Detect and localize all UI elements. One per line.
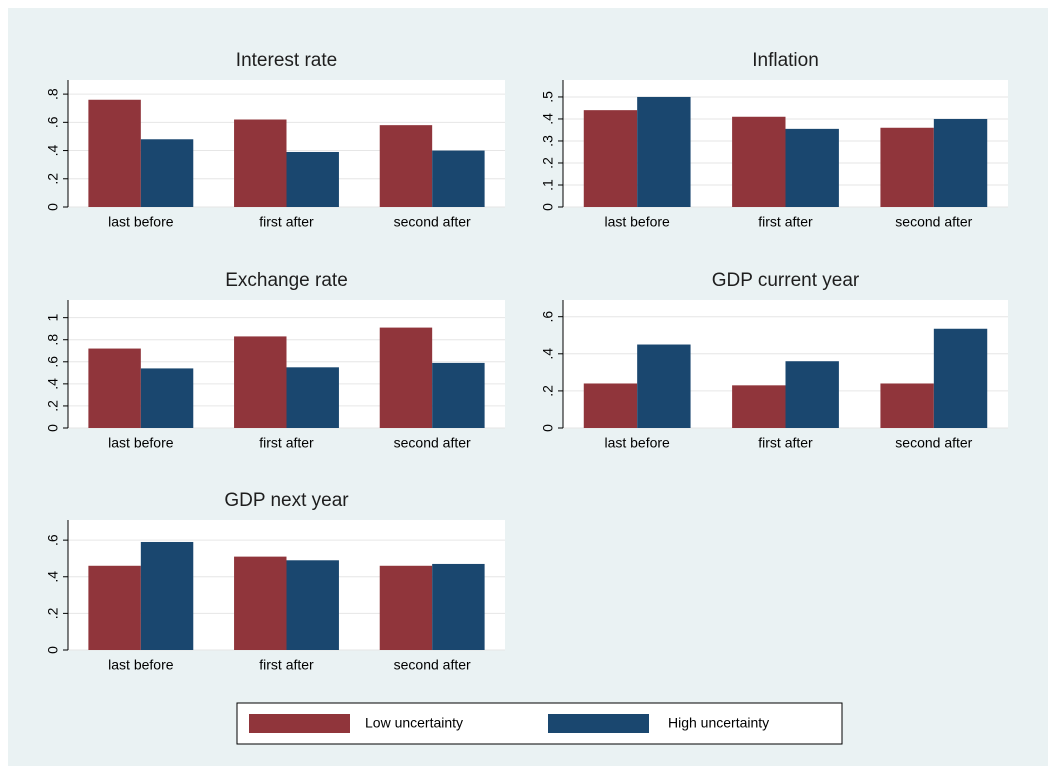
bar — [88, 565, 141, 650]
chart-title: Exchange rate — [225, 270, 348, 291]
x-tick-label: first after — [758, 435, 813, 451]
bar — [286, 560, 339, 650]
chart-title: GDP current year — [712, 270, 860, 291]
bar — [432, 563, 485, 650]
y-tick-label: .4 — [45, 571, 61, 583]
bar — [379, 327, 433, 428]
y-tick-label: .2 — [540, 385, 556, 397]
chart-title: Inflation — [752, 50, 819, 71]
bar — [637, 344, 691, 428]
bar — [880, 127, 934, 207]
bar — [286, 151, 339, 207]
x-tick-label: first after — [758, 214, 813, 230]
bar — [432, 150, 485, 207]
bar — [88, 99, 141, 207]
x-tick-label: last before — [604, 214, 670, 230]
y-tick-label: 0 — [540, 203, 556, 211]
x-tick-label: last before — [108, 214, 174, 230]
bar — [880, 383, 934, 428]
x-tick-label: second after — [895, 214, 972, 230]
y-tick-label: .6 — [45, 534, 61, 546]
bar — [933, 328, 988, 428]
y-tick-label: .4 — [540, 348, 556, 360]
x-tick-label: last before — [108, 435, 174, 451]
y-tick-label: .2 — [45, 400, 61, 412]
bar — [379, 565, 433, 650]
y-tick-label: 0 — [45, 424, 61, 432]
legend-label: High uncertainty — [668, 715, 769, 731]
x-tick-label: last before — [108, 657, 174, 673]
y-tick-label: .3 — [540, 135, 556, 147]
y-tick-label: 0 — [540, 424, 556, 432]
y-tick-label: 1 — [45, 314, 61, 322]
y-tick-label: .2 — [45, 173, 61, 185]
y-tick-label: .4 — [45, 378, 61, 390]
legend-swatch — [548, 714, 649, 733]
x-tick-label: first after — [259, 435, 314, 451]
y-tick-label: 0 — [45, 203, 61, 211]
y-tick-label: 0 — [45, 646, 61, 654]
y-tick-label: .6 — [45, 356, 61, 368]
legend-label: Low uncertainty — [365, 715, 463, 731]
bar — [286, 367, 339, 428]
bar — [583, 383, 638, 428]
bar — [234, 119, 287, 207]
bar — [140, 139, 194, 207]
bar — [785, 128, 839, 207]
bar — [933, 118, 988, 207]
x-tick-label: first after — [259, 657, 314, 673]
y-tick-label: .6 — [540, 311, 556, 323]
bar — [637, 96, 691, 207]
legend-swatch — [249, 714, 350, 733]
x-tick-label: second after — [394, 214, 471, 230]
y-tick-label: .4 — [540, 113, 556, 125]
x-tick-label: second after — [895, 435, 972, 451]
x-tick-label: first after — [259, 214, 314, 230]
bar — [140, 541, 194, 650]
y-tick-label: .5 — [540, 91, 556, 103]
bar — [379, 125, 433, 207]
x-tick-label: last before — [604, 435, 670, 451]
bar — [234, 556, 287, 650]
x-tick-label: second after — [394, 657, 471, 673]
chart-title: GDP next year — [224, 490, 349, 511]
chart-title: Interest rate — [236, 50, 337, 71]
bar — [234, 336, 287, 428]
x-tick-label: second after — [394, 435, 471, 451]
bar — [732, 116, 786, 207]
y-tick-label: .1 — [540, 179, 556, 191]
y-tick-label: .6 — [45, 116, 61, 128]
bar — [88, 348, 141, 428]
bar — [432, 362, 485, 428]
y-tick-label: .8 — [45, 334, 61, 346]
y-tick-label: .2 — [45, 607, 61, 619]
bar — [140, 368, 194, 428]
bar — [785, 361, 839, 428]
y-tick-label: .2 — [540, 157, 556, 169]
y-tick-label: .4 — [45, 145, 61, 157]
bar — [583, 110, 638, 207]
bar — [732, 385, 786, 428]
y-tick-label: .8 — [45, 88, 61, 100]
